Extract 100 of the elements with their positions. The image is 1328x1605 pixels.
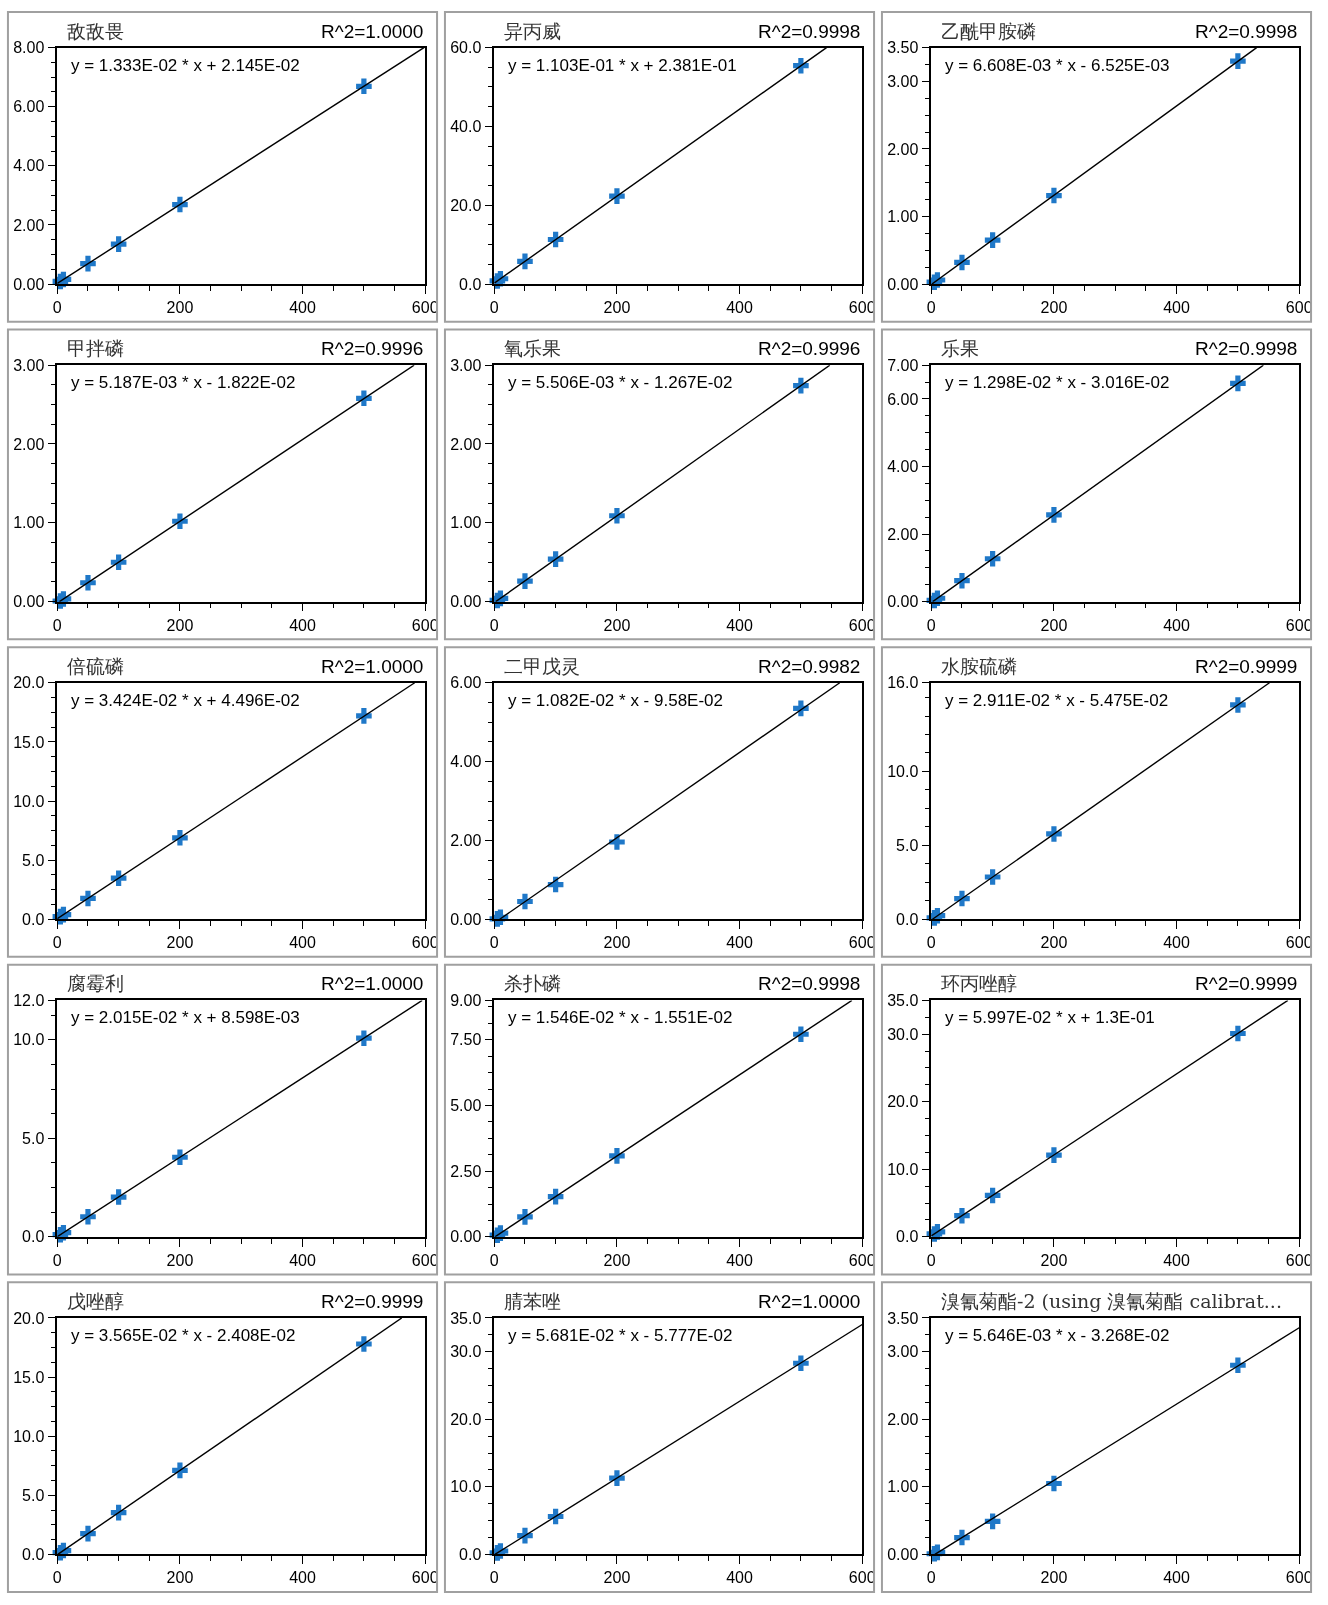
- y-tick-label: 7.50: [450, 1031, 482, 1049]
- text: R^2=0.9996: [321, 338, 424, 359]
- point: [172, 1462, 188, 1479]
- text: R^2=0.9999: [321, 1291, 424, 1312]
- x-tick-label: 0: [52, 616, 62, 634]
- x-tick-label: 400: [1163, 1569, 1191, 1587]
- point: [1230, 697, 1246, 713]
- y-tick-label: 1.00: [887, 1478, 919, 1496]
- annotation: y = 5.646E-03 * x - 3.268E-02: [945, 1326, 1170, 1345]
- x-tick-label: 0: [926, 1251, 936, 1269]
- y-tick-label: 0.00: [450, 910, 482, 928]
- chart-title: 杀扑磷: [504, 972, 561, 994]
- point: [1046, 1147, 1062, 1163]
- annotation: y = 5.681E-02 * x - 5.777E-02: [508, 1326, 733, 1345]
- x-tick-label: 200: [166, 616, 194, 634]
- annotation: y = 1.298E-02 * x - 3.016E-02: [945, 373, 1170, 392]
- point: [356, 78, 372, 95]
- y-tick-label: 30.0: [450, 1343, 482, 1361]
- chart-title: 氧乐果: [504, 337, 561, 359]
- y-tick-label: 12.0: [13, 991, 45, 1009]
- text: R^2=1.0000: [321, 656, 424, 677]
- annotation: y = 1.082E-02 * x - 9.58E-02: [508, 691, 723, 710]
- annotation: y = 6.608E-03 * x - 6.525E-03: [945, 56, 1170, 75]
- x-tick-label: 400: [726, 1251, 754, 1269]
- y-tick-label: 2.00: [450, 435, 482, 453]
- point: [517, 1209, 533, 1225]
- y-tick-label: 5.00: [450, 1097, 482, 1115]
- chart-title: 溴氰菊酯-2 (using 溴氰菊酯 calibrat...: [941, 1290, 1282, 1312]
- x-tick-label: 400: [1163, 298, 1191, 316]
- text: R^2=1.0000: [321, 973, 424, 994]
- annotation: y = 1.333E-02 * x + 2.145E-02: [71, 56, 300, 75]
- point: [1046, 187, 1062, 204]
- annotation: y = 5.187E-03 * x - 1.822E-02: [71, 373, 296, 392]
- x-tick-label: 200: [603, 298, 631, 316]
- y-tick-label: 2.00: [887, 140, 919, 158]
- point: [954, 254, 970, 271]
- y-tick-label: 2.00: [887, 1410, 919, 1428]
- y-tick-label: 0.00: [887, 593, 919, 611]
- y-tick-label: 5.0: [22, 851, 45, 869]
- x-tick-label: 200: [1040, 1251, 1068, 1269]
- y-tick-label: 16.0: [887, 674, 919, 692]
- point: [609, 1470, 625, 1486]
- x-tick-label: 0: [926, 616, 936, 634]
- y-tick-label: 5.0: [22, 1129, 45, 1147]
- point: [793, 57, 809, 74]
- y-tick-label: 1.00: [887, 208, 919, 226]
- x-tick-label: 400: [1163, 616, 1191, 634]
- x-tick-label: 200: [603, 1569, 631, 1587]
- y-tick-label: 1.00: [450, 514, 482, 532]
- x-tick-label: 400: [289, 298, 317, 316]
- x-tick-label: 400: [289, 1251, 317, 1269]
- point: [1046, 507, 1062, 523]
- y-tick-label: 3.00: [450, 356, 482, 374]
- y-tick-label: 3.50: [887, 1309, 919, 1327]
- y-tick-label: 0.00: [887, 1546, 919, 1564]
- x-tick-label: 200: [603, 1251, 631, 1269]
- x-tick-label: 0: [52, 1569, 62, 1587]
- point: [954, 572, 970, 589]
- point: [1046, 826, 1062, 842]
- y-tick-label: 0.00: [887, 275, 919, 293]
- x-tick-label: 0: [52, 298, 62, 316]
- y-tick-label: 20.0: [887, 1093, 919, 1111]
- y-tick-label: 3.00: [887, 1343, 919, 1361]
- x-tick-label: 200: [166, 1251, 194, 1269]
- y-tick-label: 20.0: [450, 1410, 482, 1428]
- text: R^2=1.0000: [321, 21, 424, 42]
- y-tick-label: 0.00: [450, 1228, 482, 1246]
- point: [172, 196, 188, 213]
- y-tick-label: 10.0: [13, 792, 45, 810]
- chart-title: 水胺硫磷: [941, 655, 1017, 677]
- point: [609, 188, 625, 204]
- y-tick-label: 30.0: [887, 1025, 919, 1043]
- y-tick-label: 0.00: [450, 593, 482, 611]
- x-tick-label: 200: [166, 934, 194, 952]
- y-tick-label: 6.00: [13, 98, 45, 116]
- y-tick-label: 1.00: [13, 514, 45, 532]
- y-tick-label: 15.0: [13, 1368, 45, 1386]
- y-tick-label: 35.0: [887, 991, 919, 1009]
- x-tick-label: 0: [489, 616, 499, 634]
- annotation: y = 3.424E-02 * x + 4.496E-02: [71, 691, 300, 710]
- x-tick-label: 400: [289, 934, 317, 952]
- y-tick-label: 20.0: [13, 1309, 45, 1327]
- point: [356, 708, 372, 724]
- x-tick-label: 400: [726, 298, 754, 316]
- y-tick-label: 7.00: [887, 356, 919, 374]
- y-tick-label: 6.00: [887, 390, 919, 408]
- annotation: y = 2.015E-02 * x + 8.598E-03: [71, 1008, 300, 1027]
- y-tick-label: 0.0: [896, 1228, 919, 1246]
- y-tick-label: 20.0: [450, 196, 482, 214]
- y-tick-label: 4.00: [450, 753, 482, 771]
- x-tick-label: 200: [603, 934, 631, 952]
- point: [517, 573, 533, 589]
- y-tick-label: 0.0: [22, 1546, 45, 1564]
- text: R^2=0.9998: [1195, 21, 1298, 42]
- annotation: y = 2.911E-02 * x - 5.475E-02: [945, 691, 1169, 710]
- chart-title: 乙酰甲胺磷: [941, 20, 1036, 42]
- x-tick-label: 200: [166, 1569, 194, 1587]
- x-tick-label: 200: [166, 298, 194, 316]
- y-tick-label: 4.00: [887, 458, 919, 476]
- annotation: y = 3.565E-02 * x - 2.408E-02: [71, 1326, 296, 1345]
